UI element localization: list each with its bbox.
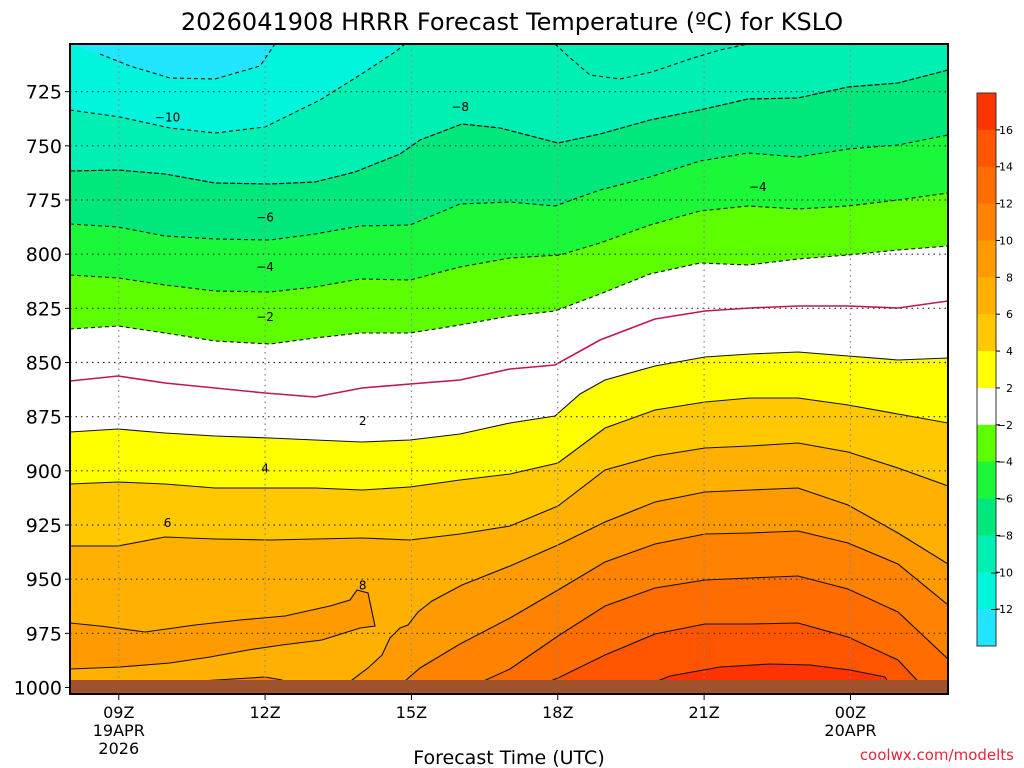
x-tick-label: 12Z — [249, 703, 280, 722]
y-tick-label: 725 — [26, 82, 62, 104]
colorbar-swatch — [977, 277, 996, 315]
contour-label: 2 — [359, 414, 367, 428]
chart-title: 2026041908 HRRR Forecast Temperature (ºC… — [181, 8, 843, 36]
isotherm-8-right — [339, 487, 948, 694]
y-tick-label: 775 — [26, 190, 62, 212]
y-tick-label: 825 — [26, 298, 62, 320]
colorbar-swatch — [977, 314, 996, 352]
colorbar-tick-label: 4 — [1006, 345, 1013, 358]
x-tick-label: 21Z — [688, 703, 719, 722]
isotherm-14 — [519, 622, 929, 694]
isotherm-10-right — [389, 530, 948, 694]
colorbar-tick-label: 6 — [1006, 308, 1013, 321]
colorbar-swatch — [977, 351, 996, 389]
colorbar-tick-label: 16 — [999, 124, 1013, 137]
colorbar-swatch — [977, 166, 996, 205]
plot-frame — [69, 43, 949, 695]
x-tick-label: 19APR — [93, 721, 145, 740]
positive-isotherms — [70, 351, 948, 694]
contour-label: −10 — [155, 111, 180, 125]
isotherm-minus-2 — [70, 245, 948, 345]
colorbar-swatch — [977, 203, 996, 241]
colorbar-tick-label: 10 — [999, 234, 1013, 247]
x-tick-label: 15Z — [396, 703, 427, 722]
y-tick-label: 950 — [26, 569, 62, 591]
colorbar-swatch — [977, 424, 996, 463]
y-tick-label: 850 — [26, 353, 62, 375]
isotherm-4 — [70, 397, 948, 491]
colorbar-frame — [976, 92, 997, 647]
x-tick-label: 2026 — [98, 739, 139, 758]
isotherm-minus-4 — [70, 192, 948, 293]
isotherm-minus-6 — [70, 134, 948, 241]
contour-label: 4 — [261, 462, 269, 476]
isotherm-minus-8 — [70, 69, 948, 185]
colorbar: 16 14 12 10 8 6 4 2 −2 −4 −6 −8 −10 −12 — [976, 92, 1013, 647]
contour-labels: −10 −8 −6 −4 −4 −2 2 4 6 8 — [155, 100, 767, 593]
y-tick-label: 750 — [26, 136, 62, 158]
colorbar-tick-label: −6 — [997, 493, 1013, 506]
isotherm-8-left — [70, 589, 376, 670]
isotherm-12 — [454, 575, 948, 694]
isotherm-16 — [624, 663, 893, 694]
ground-strip — [70, 680, 948, 694]
isotherm-minus-12 — [99, 44, 749, 80]
y-tick-label: 800 — [26, 244, 62, 266]
contour-label: −4 — [749, 180, 767, 194]
colorbar-tick-label: 8 — [1006, 271, 1013, 284]
contour-label: −2 — [256, 310, 274, 324]
isotherm-zero — [70, 300, 948, 398]
contour-label: 8 — [359, 579, 367, 593]
colorbar-swatch — [977, 572, 996, 610]
x-tick-label: 00Z — [835, 703, 866, 722]
colorbar-tick-label: −4 — [997, 456, 1013, 469]
colorbar-swatch — [977, 609, 996, 647]
colorbar-tick-label: −10 — [990, 566, 1013, 579]
isotherm-2 — [70, 351, 948, 443]
y-tick-label: 900 — [26, 461, 62, 483]
contour-label: −6 — [256, 210, 274, 224]
y-tick-label: 1000 — [14, 678, 62, 700]
y-axis: 725 750 775 800 825 850 875 900 925 950 975 1000 — [14, 82, 70, 700]
contour-label: 6 — [164, 516, 172, 530]
contour-plot: −10 −8 −6 −4 −4 −2 2 4 6 8 — [70, 44, 948, 694]
y-tick-label: 975 — [26, 623, 62, 645]
colorbar-tick-label: 2 — [1006, 382, 1013, 395]
colorbar-tick-label: 14 — [999, 161, 1013, 174]
colorbar-swatch — [977, 93, 996, 131]
colorbar-tick-label: 12 — [999, 198, 1013, 211]
colorbar-swatch — [977, 387, 996, 426]
colorbar-tick-label: −8 — [997, 529, 1013, 542]
colorbar-swatch — [977, 240, 996, 278]
contour-label: −4 — [256, 260, 274, 274]
x-tick-label: 18Z — [542, 703, 573, 722]
isotherm-6 — [70, 442, 948, 547]
credit-text: coolwx.com/modelts — [860, 746, 1014, 764]
colorbar-swatch — [977, 535, 996, 573]
y-tick-label: 875 — [26, 407, 62, 429]
x-tick-label: 20APR — [824, 721, 876, 740]
y-tick-label: 925 — [26, 515, 62, 537]
colorbar-tick-label: −12 — [990, 603, 1013, 616]
colorbar-swatch — [977, 498, 996, 536]
contour-label: −8 — [451, 100, 469, 114]
colorbar-swatch — [977, 461, 996, 500]
colorbar-swatch — [977, 129, 996, 168]
colorbar-tick-label: −2 — [997, 419, 1013, 432]
x-axis-label: Forecast Time (UTC) — [413, 747, 604, 768]
x-tick-label: 09Z — [103, 703, 134, 722]
